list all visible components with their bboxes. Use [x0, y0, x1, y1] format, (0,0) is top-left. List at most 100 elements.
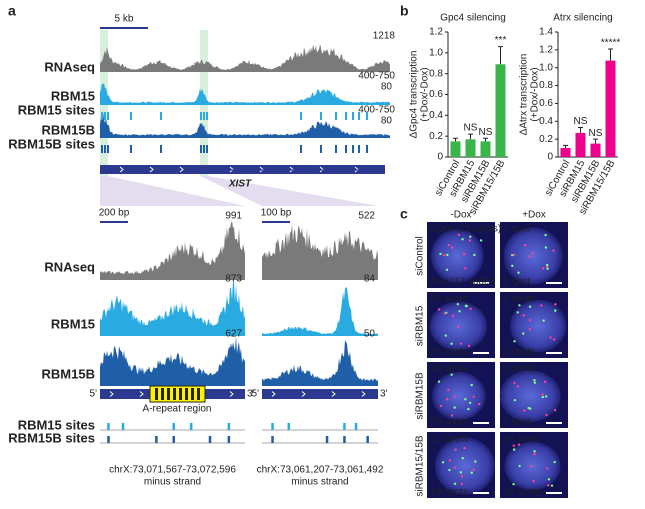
coords: chrX:73,071,567-73,072,596	[109, 465, 236, 476]
y-tick-label: 1.2	[429, 27, 443, 38]
spot	[442, 253, 446, 257]
spot	[453, 466, 457, 469]
spot	[445, 268, 449, 272]
coverage-track	[262, 224, 378, 280]
strand-arrow	[331, 391, 336, 397]
end-label: 5'	[252, 389, 260, 400]
site-tick	[107, 436, 110, 443]
strand-arrow	[301, 391, 306, 397]
a-repeat-stripe	[197, 388, 200, 400]
site-tick	[200, 112, 202, 120]
site-tick	[101, 112, 103, 120]
site-tick	[200, 145, 202, 153]
spot	[470, 471, 473, 474]
spot	[450, 246, 454, 249]
track-max: 80	[381, 82, 393, 93]
y-tick-label: 0.6	[429, 89, 443, 100]
scale-label: 100 bp	[261, 208, 292, 219]
site-tick	[104, 112, 106, 120]
spot	[553, 460, 556, 464]
spot-count: Atrx (17 spots)	[430, 277, 495, 288]
spot	[447, 388, 450, 392]
spot	[523, 409, 526, 412]
spot	[464, 398, 467, 401]
spot	[472, 468, 475, 471]
spot	[517, 443, 521, 446]
a-repeat-stripe	[191, 388, 194, 400]
coverage-track	[100, 83, 390, 105]
spot	[528, 255, 531, 258]
site-tick	[352, 112, 354, 120]
row-label: siRBM15/15B	[415, 435, 426, 496]
site-tick	[345, 112, 347, 120]
track-label: RBM15 sites	[18, 102, 95, 117]
spot-count: Gpc4 (21 spots)	[430, 224, 501, 235]
nucleus	[434, 437, 495, 495]
spot	[554, 303, 557, 306]
spot	[444, 334, 447, 337]
chart-title: Gpc4 silencing	[440, 13, 506, 24]
spot	[547, 484, 550, 487]
strand-arrow	[179, 166, 184, 173]
site-tick	[206, 145, 208, 153]
scale-label: 5 kb	[115, 14, 134, 25]
site-tick	[107, 145, 109, 153]
end-label: 3'	[380, 389, 388, 400]
spot	[513, 253, 516, 256]
annotation: NS	[479, 127, 493, 138]
spot	[513, 398, 517, 402]
spot	[528, 305, 532, 308]
end-label: 3'	[247, 389, 255, 400]
coverage-track	[262, 286, 378, 336]
spot	[450, 414, 454, 417]
spot	[544, 233, 547, 237]
spot	[464, 304, 468, 307]
a-repeat-stripe	[185, 388, 188, 400]
spot-count: 3 spots	[503, 347, 535, 358]
track-label: RBM15 sites	[18, 417, 95, 432]
spot	[456, 325, 460, 329]
spot	[524, 244, 527, 247]
site-tick	[366, 436, 369, 443]
spot	[457, 233, 461, 236]
y-tick-label: 1.4	[539, 27, 553, 38]
site-tick	[172, 423, 175, 430]
spot	[511, 264, 514, 268]
spot	[448, 468, 451, 472]
y-tick-label: 0.2	[539, 134, 553, 145]
spot	[462, 252, 466, 256]
error-bar	[468, 133, 473, 140]
a-repeat-stripe	[179, 388, 182, 400]
spot	[531, 251, 534, 255]
site-tick	[155, 436, 158, 443]
row-label: siRBM15B	[415, 372, 426, 420]
annotation: NS	[589, 128, 603, 139]
a-repeat-stripe	[155, 388, 158, 400]
spot	[474, 460, 477, 463]
spot	[479, 239, 483, 242]
spot	[516, 311, 519, 314]
spot	[461, 238, 464, 241]
spot	[469, 307, 472, 311]
site-tick	[227, 423, 231, 430]
spot	[544, 395, 548, 398]
spot	[516, 385, 520, 388]
spot-count: 1 spot	[503, 417, 530, 428]
site-tick	[343, 423, 346, 430]
bar	[560, 148, 571, 157]
spot	[527, 406, 530, 410]
track-max: 400-750	[358, 105, 395, 116]
track-max: 627	[225, 329, 242, 340]
site-tick	[352, 145, 354, 153]
site-tick	[366, 145, 368, 153]
spot	[544, 246, 548, 249]
strand-arrow	[271, 391, 276, 397]
bar	[575, 132, 586, 157]
spot	[547, 478, 551, 481]
error-bar	[578, 127, 583, 133]
spot	[460, 482, 464, 486]
spot	[518, 464, 521, 468]
spot	[453, 406, 456, 409]
annotation: NS	[574, 116, 588, 127]
spot	[463, 446, 466, 450]
